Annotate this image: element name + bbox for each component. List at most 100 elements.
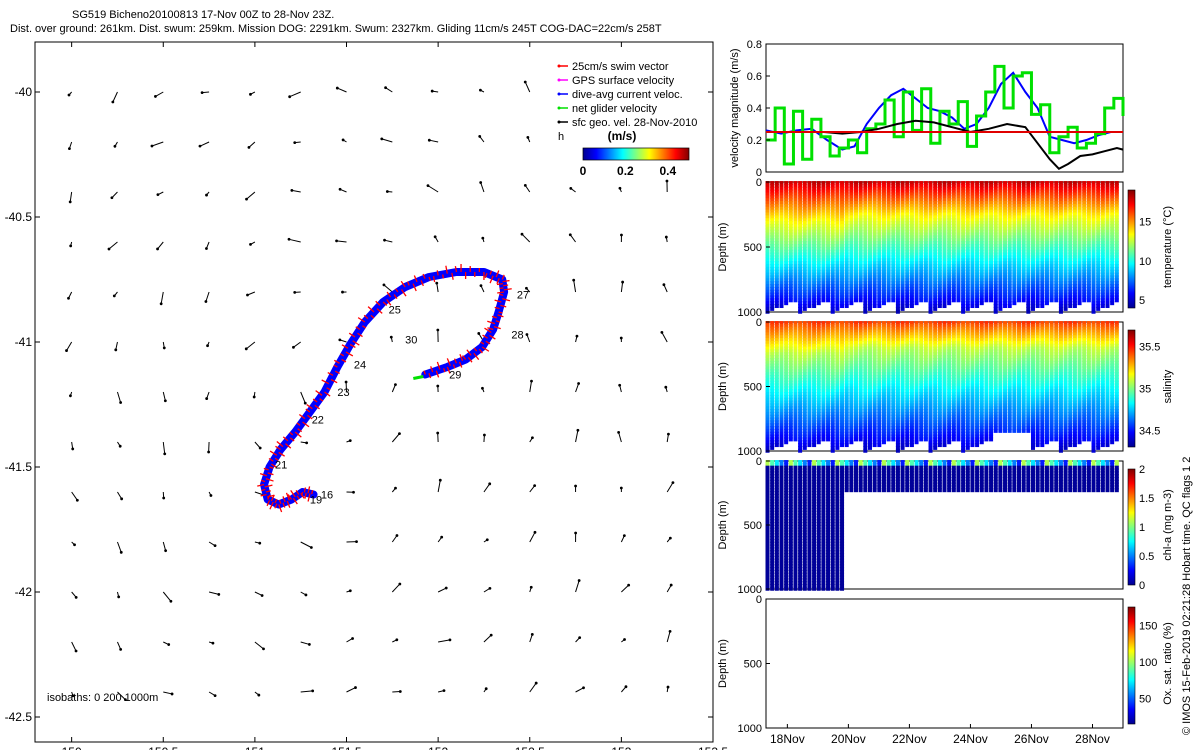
temperature-sample	[784, 195, 789, 200]
temperature-sample	[849, 183, 854, 188]
temperature-profile	[951, 181, 956, 303]
temperature-sample	[914, 229, 919, 234]
temperature-sample	[802, 186, 807, 191]
temperature-sample	[1072, 212, 1077, 217]
temperature-sample	[826, 226, 831, 231]
temperature-sample	[858, 261, 863, 266]
temperature-sample	[1082, 243, 1087, 248]
salinity-sample	[784, 406, 789, 411]
salinity-sample	[821, 355, 826, 360]
salinity-sample	[788, 340, 793, 345]
temperature-sample	[1063, 306, 1068, 311]
temperature-sample	[961, 209, 966, 214]
salinity-sample	[816, 400, 821, 405]
temperature-sample	[830, 203, 835, 208]
temperature-sample	[863, 249, 868, 254]
temperature-sample	[928, 226, 933, 231]
temperature-sample	[788, 221, 793, 226]
temperature-sample	[1040, 198, 1045, 203]
temperature-profile	[1096, 181, 1101, 311]
temperature-sample	[989, 286, 994, 291]
salinity-sample	[816, 335, 821, 340]
temperature-sample	[1021, 243, 1026, 248]
temperature-sample	[1035, 295, 1040, 300]
sfc-velocity-arrowhead	[288, 95, 292, 99]
temperature-sample	[854, 226, 859, 231]
temperature-sample	[1026, 289, 1031, 294]
temperature-sample	[1058, 232, 1063, 237]
swim-vector	[489, 270, 493, 275]
sfc-velocity-arrowhead	[489, 633, 493, 637]
temperature-sample	[956, 203, 961, 208]
temperature-sample	[849, 186, 854, 191]
temperature-sample	[1105, 278, 1110, 283]
temperature-sample	[947, 295, 952, 300]
temperature-sample	[854, 246, 859, 251]
sfc-velocity-arrowhead	[335, 86, 339, 90]
temperature-sample	[975, 269, 980, 274]
salinity-sample	[774, 440, 779, 445]
temperature-sample	[812, 266, 817, 271]
temperature-sample	[802, 304, 807, 309]
salinity-sample	[765, 423, 770, 428]
temperature-sample	[858, 243, 863, 248]
temperature-sample	[914, 278, 919, 283]
temperature-sample	[840, 304, 845, 309]
temperature-sample	[1068, 272, 1073, 277]
salinity-sample	[844, 329, 849, 334]
temperature-sample	[863, 278, 868, 283]
temperature-sample	[937, 192, 942, 197]
temperature-profile	[872, 181, 877, 309]
salinity-sample	[765, 437, 770, 442]
temperature-sample	[993, 295, 998, 300]
temperature-sample	[989, 201, 994, 206]
temperature-profile	[956, 181, 961, 303]
temperature-sample	[928, 263, 933, 268]
sfc-velocity-arrowhead	[344, 380, 348, 384]
temperature-sample	[812, 278, 817, 283]
salinity-sample	[807, 409, 812, 414]
temperature-sample	[1007, 275, 1012, 280]
temperature-sample	[816, 235, 821, 240]
sfc-velocity-arrow	[116, 541, 122, 553]
temperature-sample	[854, 243, 859, 248]
temperature-sample	[942, 223, 947, 228]
salinity-sample	[858, 338, 863, 343]
salinity-sample	[770, 383, 775, 388]
temperature-sample	[1007, 295, 1012, 300]
temperature-sample	[891, 292, 896, 297]
temperature-sample	[779, 189, 784, 194]
temperature-sample	[951, 186, 956, 191]
temperature-sample	[1114, 298, 1119, 303]
temperature-sample	[970, 243, 975, 248]
temperature-sample	[1110, 181, 1115, 186]
sfc-velocity-arrowhead	[249, 92, 252, 96]
temperature-sample	[975, 215, 980, 220]
temperature-sample	[900, 292, 905, 297]
sfc-velocity-arrow	[437, 480, 441, 493]
temperature-sample	[900, 215, 905, 220]
salinity-sample	[844, 394, 849, 399]
temperature-sample	[840, 243, 845, 248]
temperature-sample	[872, 272, 877, 277]
sfc-velocity-arrow	[162, 441, 166, 454]
temperature-sample	[1049, 201, 1054, 206]
temperature-sample	[1100, 289, 1105, 294]
temperature-sample	[961, 269, 966, 274]
temperature-sample	[793, 209, 798, 214]
temperature-sample	[1072, 261, 1077, 266]
temperature-sample	[1035, 249, 1040, 254]
temperature-sample	[1003, 201, 1008, 206]
temperature-sample	[919, 252, 924, 257]
swim-vector	[260, 479, 266, 483]
sfc-velocity-arrowhead	[69, 394, 72, 398]
temperature-sample	[1086, 266, 1091, 271]
temperature-sample	[1003, 284, 1008, 288]
salinity-sample	[774, 369, 779, 374]
temperature-sample	[867, 212, 872, 217]
temperature-sample	[1091, 309, 1096, 314]
temperature-sample	[844, 255, 849, 260]
temperature-sample	[872, 281, 877, 286]
temperature-sample	[854, 235, 859, 240]
